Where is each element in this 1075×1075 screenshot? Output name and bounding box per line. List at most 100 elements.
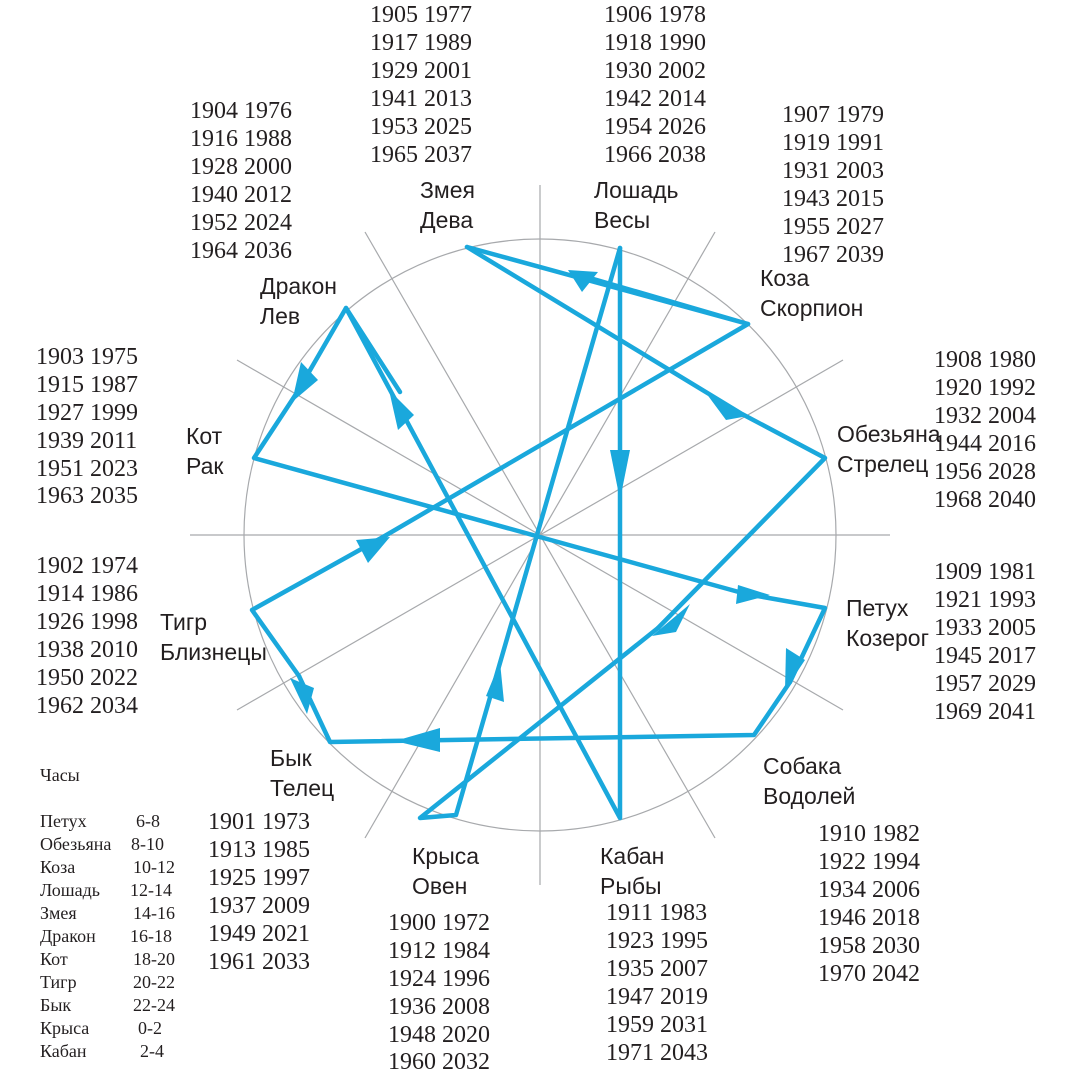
hours-animal: Змея: [40, 903, 77, 923]
year-row: 1948 2020: [388, 1022, 490, 1048]
label-petuh-animal: Петух: [846, 595, 909, 621]
arrowhead-to-petuh: [736, 585, 770, 604]
year-row: 1925 1997: [208, 865, 310, 891]
years-tigr: 1902 1974 1914 1986 1926 1998 1938 2010 …: [36, 553, 138, 719]
year-row: 1915 1987: [36, 372, 138, 398]
year-row: 1943 2015: [782, 186, 884, 212]
year-row: 1910 1982: [818, 821, 920, 847]
year-row: 1900 1972: [388, 910, 490, 936]
label-kot-zodiac: Рак: [186, 453, 224, 479]
year-row: 1935 2007: [606, 956, 708, 982]
label-kaban-zodiac: Рыбы: [600, 873, 662, 899]
year-row: 1939 2011: [36, 428, 137, 454]
year-row: 1906 1978: [604, 2, 706, 28]
label-krysa-zodiac: Овен: [412, 873, 467, 899]
arrowhead-obezyana-down: [652, 604, 690, 636]
label-obezyana-animal: Обезьяна: [837, 421, 941, 447]
arrowhead-loshad-down: [610, 450, 630, 500]
hours-animal: Тигр: [40, 972, 77, 992]
hours-title: Часы: [40, 765, 80, 785]
hours-range: 14-16: [133, 903, 175, 923]
year-row: 1965 2037: [370, 142, 472, 168]
year-row: 1913 1985: [208, 837, 310, 863]
sign-labels: Змея Дева Лошадь Весы Коза Скорпион Обез…: [160, 177, 941, 899]
year-row: 1952 2024: [190, 210, 292, 236]
year-row: 1942 2014: [604, 86, 706, 112]
hours-range: 6-8: [136, 811, 160, 831]
label-obezyana-zodiac: Стрелец: [837, 451, 928, 477]
hours-animal: Крыса: [40, 1018, 89, 1038]
hours-table: Часы Петух 6-8 Обезьяна 8-10 Коза 10-12 …: [40, 765, 175, 1061]
years-sobaka: 1910 1982 1922 1994 1934 2006 1946 2018 …: [818, 821, 920, 987]
year-row: 1954 2026: [604, 114, 706, 140]
year-row: 1968 2040: [934, 487, 1036, 513]
arrowhead-to-obezyana: [706, 393, 748, 420]
path-segment-krysa-loshad: [417, 245, 661, 821]
year-row: 1920 1992: [934, 375, 1036, 401]
hours-range: 10-12: [133, 857, 175, 877]
year-row: 1946 2018: [818, 905, 920, 931]
year-row: 1953 2025: [370, 114, 472, 140]
arrowhead-petuh-sobaka: [785, 648, 805, 690]
hours-range: 2-4: [140, 1041, 164, 1061]
year-row: 1934 2006: [818, 877, 920, 903]
year-row: 1927 1999: [36, 400, 138, 426]
hours-animal: Обезьяна: [40, 834, 111, 854]
label-drakon-animal: Дракон: [260, 273, 337, 299]
year-row: 1932 2004: [934, 403, 1036, 429]
path-segment-zmeya-obezyana: [464, 244, 828, 631]
path-segment-drakon-arrow: [343, 305, 403, 395]
years-kaban: 1911 1983 1923 1995 1935 2007 1947 2019 …: [606, 900, 708, 1066]
year-row: 1909 1981: [934, 559, 1036, 585]
year-row: 1918 1990: [604, 30, 706, 56]
label-zmeya-zodiac: Дева: [420, 207, 473, 233]
year-row: 1919 1991: [782, 130, 884, 156]
year-row: 1945 2017: [934, 643, 1036, 669]
path-segment-sobaka-byk-tigr: [296, 673, 793, 745]
hours-animal: Лошадь: [40, 880, 100, 900]
year-row: 1958 2030: [818, 933, 920, 959]
label-tigr-animal: Тигр: [160, 609, 207, 635]
years-obezyana: 1908 1980 1920 1992 1932 2004 1944 2016 …: [934, 347, 1036, 513]
arrowhead-drakon-kot: [292, 362, 318, 402]
years-krysa: 1900 1972 1912 1984 1924 1996 1936 2008 …: [388, 910, 490, 1075]
year-row: 1963 2035: [36, 483, 138, 509]
path-segment-kot-petuh: [251, 388, 749, 597]
label-byk-animal: Бык: [270, 745, 313, 771]
year-row: 1911 1983: [606, 900, 707, 926]
year-row: 1921 1993: [934, 587, 1036, 613]
year-row: 1964 2036: [190, 238, 292, 264]
path-segment-loshad-kaban-drakon: [295, 305, 623, 821]
year-row: 1924 1996: [388, 966, 490, 992]
year-row: 1938 2010: [36, 637, 138, 663]
year-row: 1923 1995: [606, 928, 708, 954]
year-row: 1916 1988: [190, 126, 292, 152]
year-row: 1949 2021: [208, 921, 310, 947]
label-krysa-animal: Крыса: [412, 843, 479, 869]
label-tigr-zodiac: Близнецы: [160, 639, 267, 665]
hours-animal: Кот: [40, 949, 68, 969]
hours-animal: Петух: [40, 811, 87, 831]
path-segment-petuh-sobaka: [743, 591, 828, 685]
year-row: 1930 2002: [604, 58, 706, 84]
hours-animal: Кабан: [40, 1041, 87, 1061]
hours-animal: Бык: [40, 995, 71, 1015]
year-row: 1908 1980: [934, 347, 1036, 373]
hours-range: 22-24: [133, 995, 175, 1015]
label-drakon-zodiac: Лев: [260, 303, 300, 329]
years-drakon: 1904 1976 1916 1988 1928 2000 1940 2012 …: [190, 98, 292, 264]
year-row: 1966 2038: [604, 142, 706, 168]
year-row: 1917 1989: [370, 30, 472, 56]
year-row: 1951 2023: [36, 456, 138, 482]
year-row: 1902 1974: [36, 553, 138, 579]
year-row: 1959 2031: [606, 1012, 708, 1038]
years-kot: 1903 1975 1915 1987 1927 1999 1939 2011 …: [36, 344, 138, 509]
arrowhead-sobaka-byk: [395, 728, 440, 752]
year-row: 1950 2022: [36, 665, 138, 691]
year-row: 1960 2032: [388, 1049, 490, 1075]
year-row: 1969 2041: [934, 699, 1036, 725]
year-row: 1937 2009: [208, 893, 310, 919]
year-row: 1944 2016: [934, 431, 1036, 457]
year-row: 1905 1977: [370, 2, 472, 28]
